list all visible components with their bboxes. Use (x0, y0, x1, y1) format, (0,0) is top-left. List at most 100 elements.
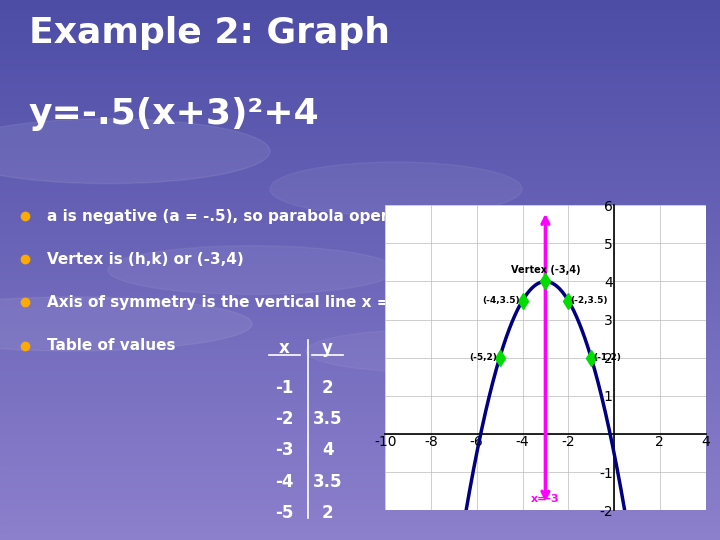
Bar (0, 246, 720, 248)
Bar (0, 362, 720, 364)
Bar (0, 94, 720, 97)
Bar (0, 19, 720, 22)
Text: Example 2: Graph: Example 2: Graph (29, 16, 390, 50)
Bar (0, 513, 720, 516)
Bar (0, 308, 720, 310)
Bar (0, 256, 720, 259)
Bar (0, 386, 720, 389)
Bar (0, 508, 720, 510)
Text: a is negative (a = -.5), so parabola opens down.: a is negative (a = -.5), so parabola ope… (47, 208, 457, 224)
Bar (0, 294, 720, 297)
Bar (0, 297, 720, 300)
Bar (0, 359, 720, 362)
Bar (0, 89, 720, 92)
Bar (0, 35, 720, 38)
Bar (0, 394, 720, 397)
Bar (0, 381, 720, 383)
Bar (0, 275, 720, 278)
Bar (0, 108, 720, 111)
Text: -5: -5 (275, 504, 294, 522)
Text: Vertex (-3,4): Vertex (-3,4) (510, 265, 580, 275)
Bar (0, 402, 720, 405)
Bar (0, 167, 720, 170)
Bar (0, 14, 720, 16)
Bar (0, 524, 720, 526)
Bar (0, 310, 720, 313)
Bar (0, 224, 720, 227)
Bar (0, 351, 720, 354)
Bar (0, 119, 720, 122)
Bar (0, 265, 720, 267)
Bar (0, 216, 720, 219)
Bar (0, 400, 720, 402)
Bar (0, 202, 720, 205)
Bar (0, 189, 720, 192)
Bar (0, 97, 720, 100)
Bar (0, 238, 720, 240)
Bar (0, 243, 720, 246)
Bar (0, 181, 720, 184)
Bar (0, 0, 720, 3)
Bar (0, 321, 720, 324)
Bar (0, 173, 720, 176)
Bar (0, 467, 720, 470)
Bar (0, 327, 720, 329)
Bar (0, 51, 720, 54)
Ellipse shape (108, 246, 396, 294)
Bar (0, 62, 720, 65)
Bar (0, 46, 720, 49)
Bar (0, 273, 720, 275)
Bar (0, 270, 720, 273)
Text: 4: 4 (322, 441, 333, 460)
Bar (0, 500, 720, 502)
Bar (0, 456, 720, 459)
Bar (0, 472, 720, 475)
Bar (0, 448, 720, 451)
Bar (0, 32, 720, 35)
Text: x: x (279, 339, 289, 357)
Bar (0, 497, 720, 500)
Bar (0, 38, 720, 40)
Bar (0, 432, 720, 435)
Bar (0, 103, 720, 105)
Bar (0, 140, 720, 143)
Text: 3.5: 3.5 (313, 472, 342, 491)
Text: -2: -2 (275, 410, 294, 428)
Bar (0, 459, 720, 462)
Bar (0, 267, 720, 270)
Bar (0, 130, 720, 132)
Bar (0, 284, 720, 286)
Ellipse shape (432, 221, 648, 265)
Bar (0, 416, 720, 418)
Bar (0, 230, 720, 232)
Bar (0, 162, 720, 165)
Bar (0, 24, 720, 27)
Bar (0, 127, 720, 130)
Bar (0, 200, 720, 202)
Bar (0, 505, 720, 508)
Bar (0, 392, 720, 394)
Bar (0, 165, 720, 167)
Bar (0, 11, 720, 14)
Bar (0, 510, 720, 513)
Bar (0, 30, 720, 32)
Bar (0, 364, 720, 367)
Bar (0, 518, 720, 521)
Bar (0, 516, 720, 518)
Bar (0, 5, 720, 8)
Bar (0, 232, 720, 235)
Bar (0, 259, 720, 262)
Bar (0, 437, 720, 440)
Bar (0, 76, 720, 78)
Bar (0, 57, 720, 59)
Bar (0, 489, 720, 491)
Text: 2: 2 (322, 379, 333, 397)
Bar (0, 40, 720, 43)
Bar (0, 435, 720, 437)
Bar (0, 235, 720, 238)
Bar (0, 494, 720, 497)
Bar (0, 340, 720, 343)
Bar (0, 464, 720, 467)
Bar (0, 424, 720, 427)
Bar (0, 446, 720, 448)
